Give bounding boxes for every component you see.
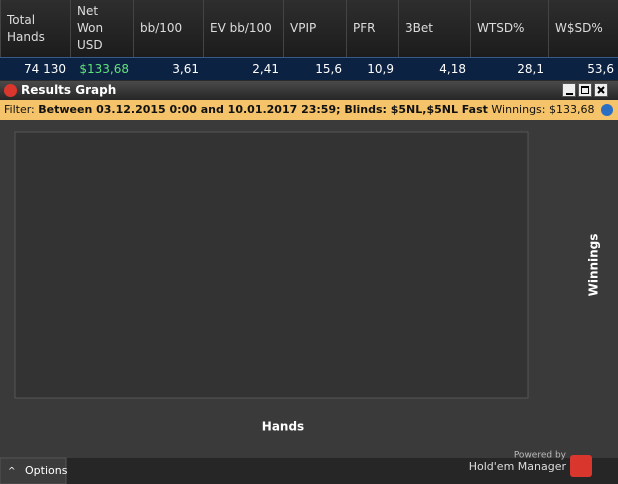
stats-row: 74 130 $133,68 3,61 2,41 15,6 10,9 4,18 28,1 53,… <box>0 57 618 80</box>
stat-value: 2,41 <box>252 62 279 76</box>
column-header: W$SD% <box>548 0 618 57</box>
window-title-bar: Results Graph -$300,00-$200,00-$100,00$0… <box>0 81 618 100</box>
help-icon[interactable] <box>601 104 613 116</box>
brand: Hold'em Manager <box>469 460 567 473</box>
column-header: PFR <box>346 0 398 57</box>
column-header: EV bb/100 <box>203 0 283 57</box>
window-title: Results Graph <box>21 83 117 97</box>
column-header: VPIP <box>283 0 346 57</box>
powered-by: Powered by <box>514 451 567 461</box>
filter-bar: Filter: Between 03.12.2015 0:00 and 10.0… <box>0 100 618 120</box>
stat-value: 28,1 <box>517 62 544 76</box>
stat-value: 15,6 <box>315 62 342 76</box>
stat-value: 53,6 <box>587 62 614 76</box>
filter-label: Filter: <box>4 103 35 116</box>
stat-value: $133,68 <box>79 62 129 76</box>
filter-range: Between 03.12.2015 0:00 and 10.01.2017 2… <box>38 103 488 116</box>
column-header: bb/100 <box>133 0 203 57</box>
maximize-button[interactable] <box>578 83 592 97</box>
column-header: Net Won USD <box>70 0 133 57</box>
options-button[interactable] <box>0 457 67 484</box>
options-label: Options <box>25 464 68 477</box>
y-axis-title: Winnings <box>587 234 601 297</box>
column-header: Total Hands <box>0 0 70 57</box>
stats-header: Total Hands Net Won USD bb/100 EV bb/100 VPI… <box>0 0 618 57</box>
minimize-button[interactable] <box>562 83 576 97</box>
stat-value: 4,18 <box>439 62 466 76</box>
results-graph: ^ Options Powered by Hold'em Manager Han… <box>0 120 618 484</box>
plot-area <box>14 131 529 399</box>
filter-winnings: Winnings: $133,68 <box>491 103 595 116</box>
stat-value: 10,9 <box>367 62 394 76</box>
close-button[interactable]: -$300,00-$200,00-$100,00$0,00$100,00$200… <box>594 83 608 97</box>
footer-bar <box>0 458 618 484</box>
stat-value: 3,61 <box>172 62 199 76</box>
close-icon: -$300,00-$200,00-$100,00$0,00$100,00$200… <box>597 86 605 94</box>
column-header: WTSD% <box>470 0 548 57</box>
column-header: 3Bet <box>398 0 470 57</box>
app-icon <box>4 84 17 97</box>
x-axis-title: Hands <box>262 420 304 434</box>
brand-logo <box>570 455 592 477</box>
stat-value: 74 130 <box>24 62 66 76</box>
options-caret: ^ <box>8 467 16 477</box>
